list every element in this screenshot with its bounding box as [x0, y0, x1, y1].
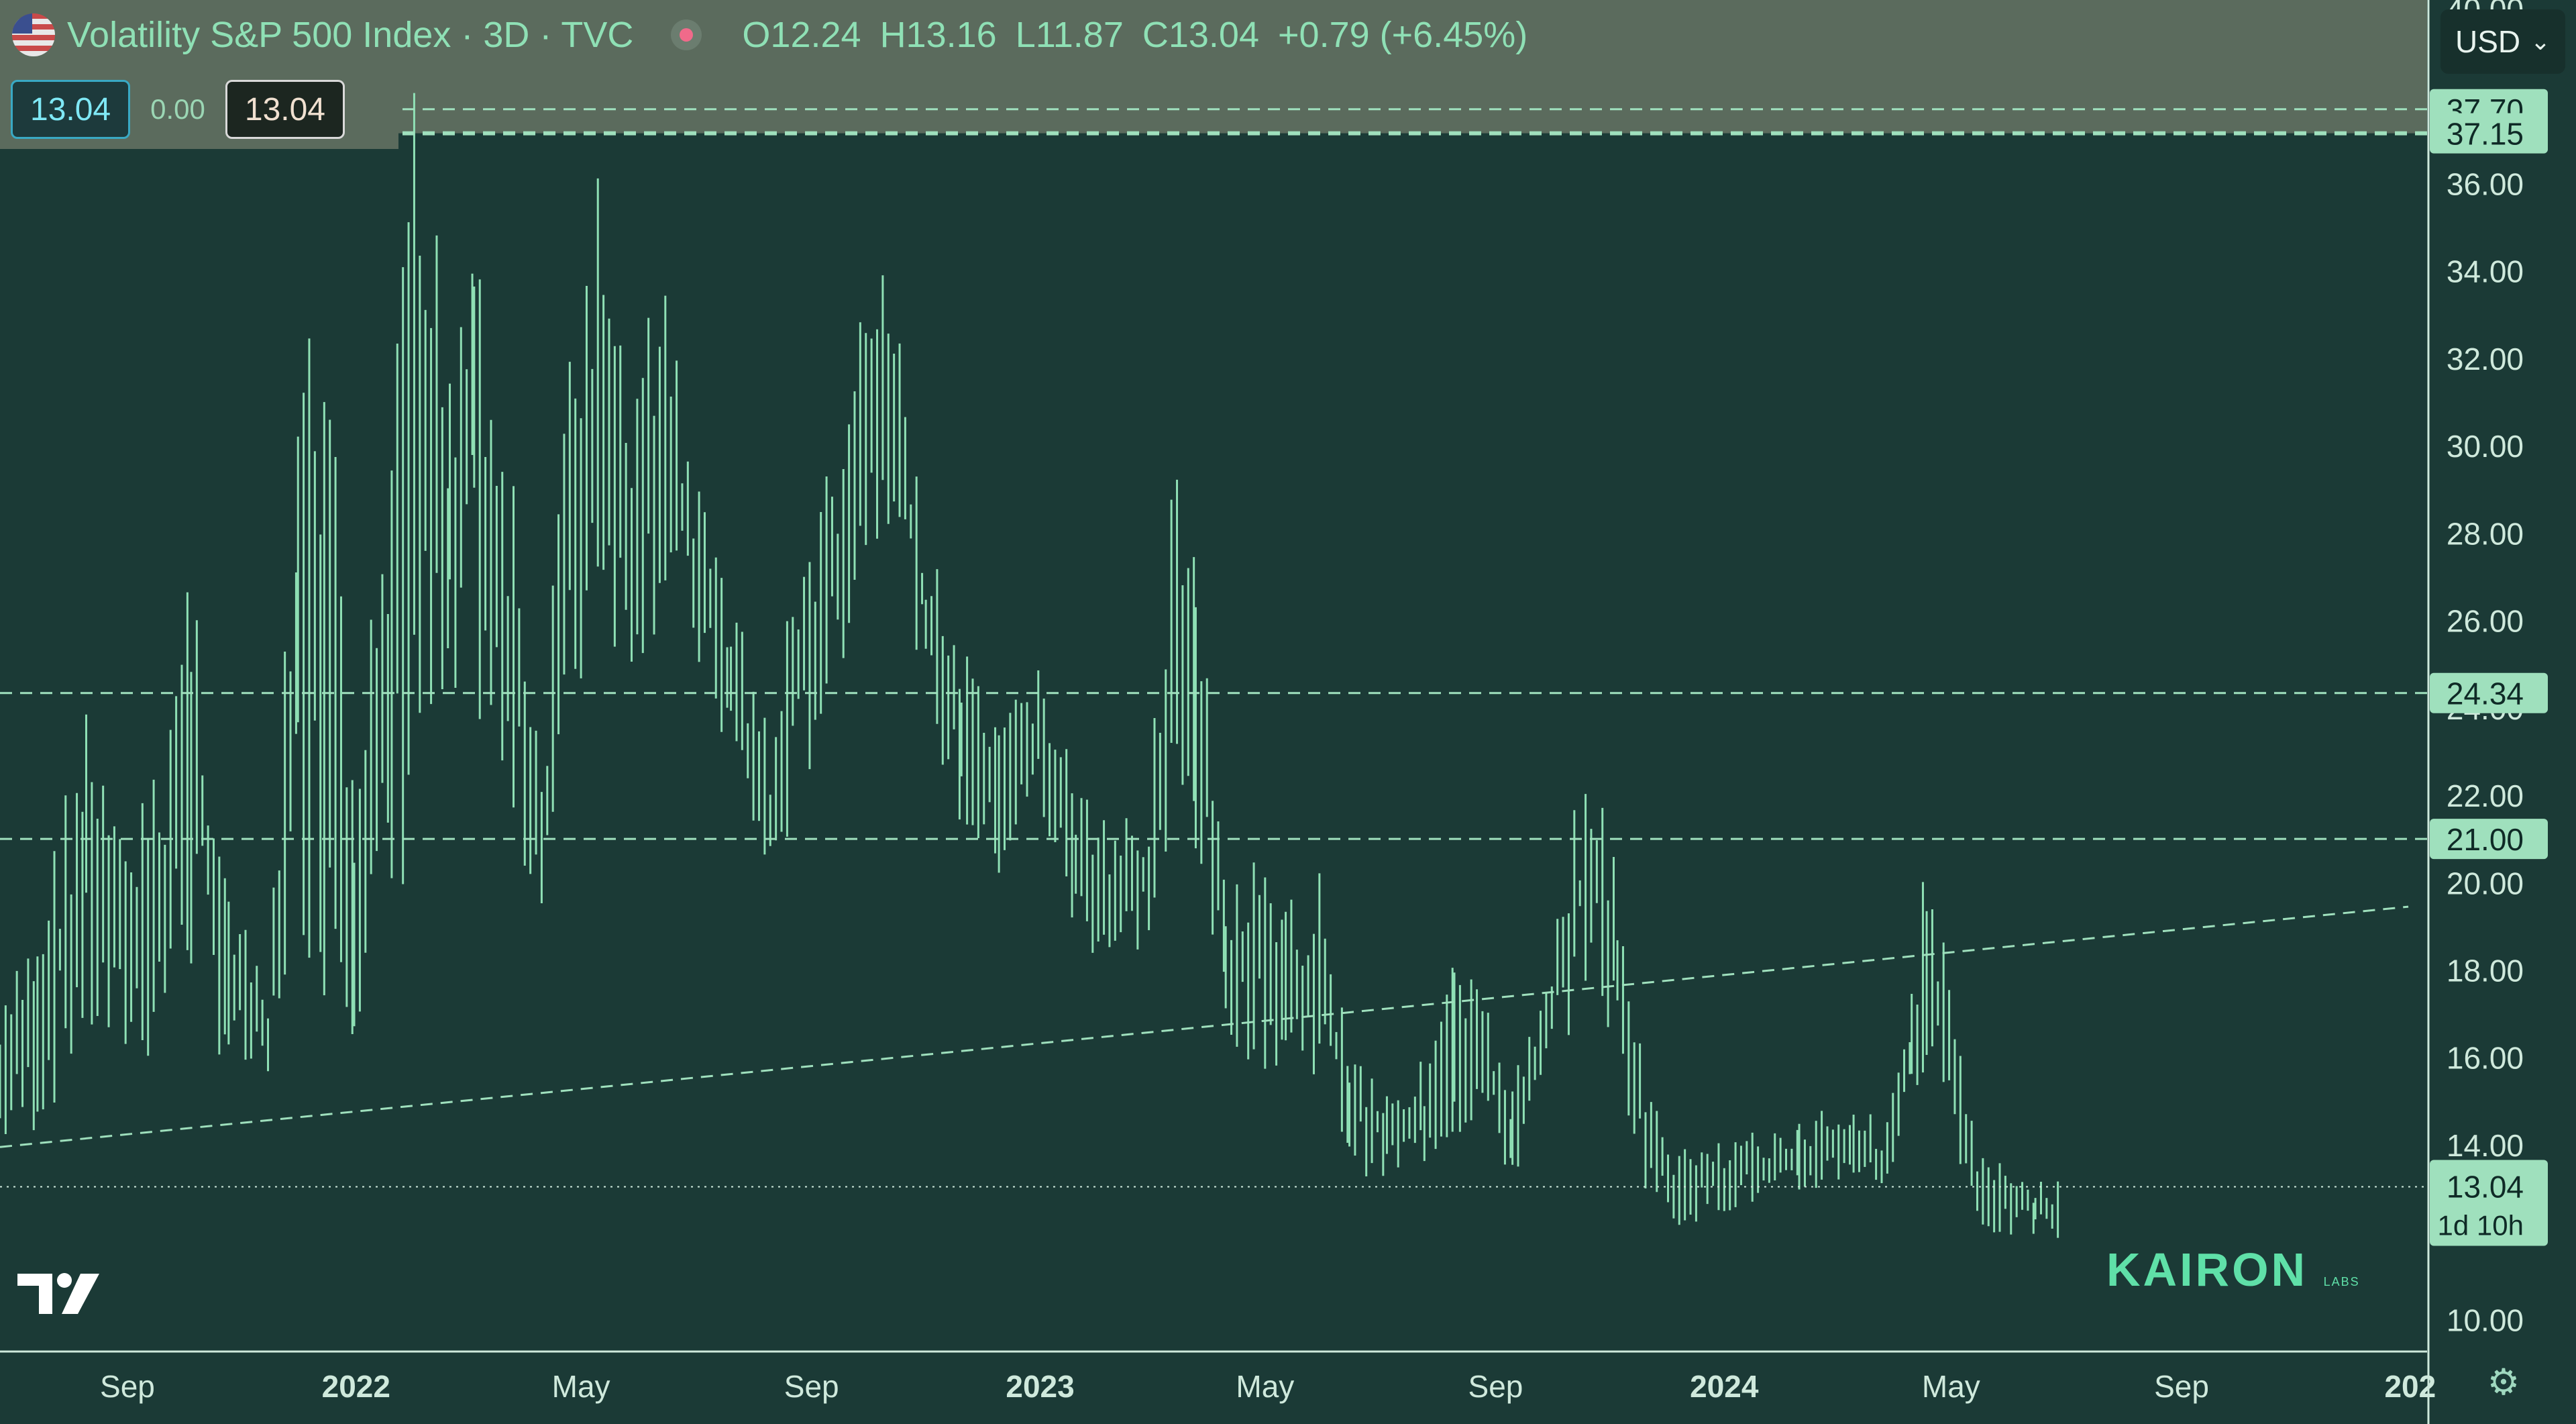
- ask-price[interactable]: 13.04: [225, 80, 345, 139]
- y-tick-label: 30.00: [2447, 429, 2524, 464]
- tradingview-logo: [17, 1273, 99, 1314]
- flag-icon: [12, 13, 55, 56]
- currency-selector[interactable]: USD ⌄: [2440, 9, 2565, 74]
- x-tick-label: 202: [2384, 1369, 2436, 1404]
- x-tick-label: May: [1236, 1369, 1294, 1404]
- last-price-label-bg: [2430, 1160, 2548, 1246]
- chevron-down-icon: ⌄: [2530, 28, 2551, 55]
- y-tick-label: 20.00: [2447, 866, 2524, 901]
- ohlc-item: C13.04: [1142, 15, 1259, 55]
- chart-header: Volatility S&P 500 Index · 3D · TVC O12.…: [0, 0, 1609, 70]
- currency-label: USD: [2455, 24, 2521, 59]
- ohlc-item: O12.24: [742, 15, 861, 55]
- y-tick-label: 36.00: [2447, 166, 2524, 201]
- ohlc-values: O12.24 H13.16 L11.87 C13.04 +0.79 (+6.45%): [742, 14, 1527, 56]
- trendline[interactable]: [0, 905, 2409, 1148]
- x-tick-label: Sep: [2154, 1369, 2209, 1404]
- y-tick-label: 28.00: [2447, 516, 2524, 551]
- bar-countdown: 1d 10h: [2438, 1209, 2524, 1241]
- x-tick-label: Sep: [1468, 1369, 1523, 1404]
- price-row: 13.04 0.00 13.04: [0, 70, 398, 149]
- last-price-label: 13.04: [2447, 1169, 2524, 1204]
- y-tick-label: 14.00: [2447, 1128, 2524, 1163]
- spread-value: 0.00: [150, 93, 205, 125]
- x-tick-label: Sep: [100, 1369, 155, 1404]
- level-37-15-label: 37.15: [2447, 117, 2524, 152]
- y-tick-label: 32.00: [2447, 342, 2524, 376]
- ohlc-item: L11.87: [1015, 15, 1124, 55]
- x-tick-label: 2023: [1006, 1369, 1074, 1404]
- x-tick-label: May: [1922, 1369, 1980, 1404]
- y-tick-label: 10.00: [2447, 1303, 2524, 1337]
- level-24-34-label: 24.34: [2447, 676, 2524, 711]
- y-tick-label: 22.00: [2447, 778, 2524, 813]
- y-tick-label: 34.00: [2447, 254, 2524, 289]
- settings-icon[interactable]: ⚙: [2487, 1362, 2520, 1403]
- x-tick-label: 2022: [322, 1369, 390, 1404]
- level-24-34-label-bg: [2430, 672, 2548, 713]
- ohlc-item: +0.79 (+6.45%): [1278, 15, 1528, 55]
- x-tick-label: 2024: [1690, 1369, 1759, 1404]
- kairon-watermark: KAIRON LABS: [2106, 1243, 2360, 1296]
- bid-price[interactable]: 13.04: [11, 80, 131, 139]
- y-tick-label: 26.00: [2447, 604, 2524, 639]
- watermark-brand: KAIRON: [2106, 1243, 2308, 1296]
- watermark-suffix: LABS: [2323, 1275, 2360, 1288]
- symbol-title[interactable]: Volatility S&P 500 Index · 3D · TVC: [67, 15, 634, 55]
- x-tick-label: May: [552, 1369, 610, 1404]
- y-tick-label: 18.00: [2447, 954, 2524, 988]
- ohlc-item: H13.16: [879, 15, 997, 55]
- level-37-15-label-bg: [2430, 113, 2548, 154]
- x-tick-label: Sep: [784, 1369, 839, 1404]
- y-tick-label: 16.00: [2447, 1041, 2524, 1076]
- level-21-00-label-bg: [2430, 819, 2548, 860]
- level-21-00-label: 21.00: [2447, 822, 2524, 857]
- market-status-icon: [671, 19, 702, 50]
